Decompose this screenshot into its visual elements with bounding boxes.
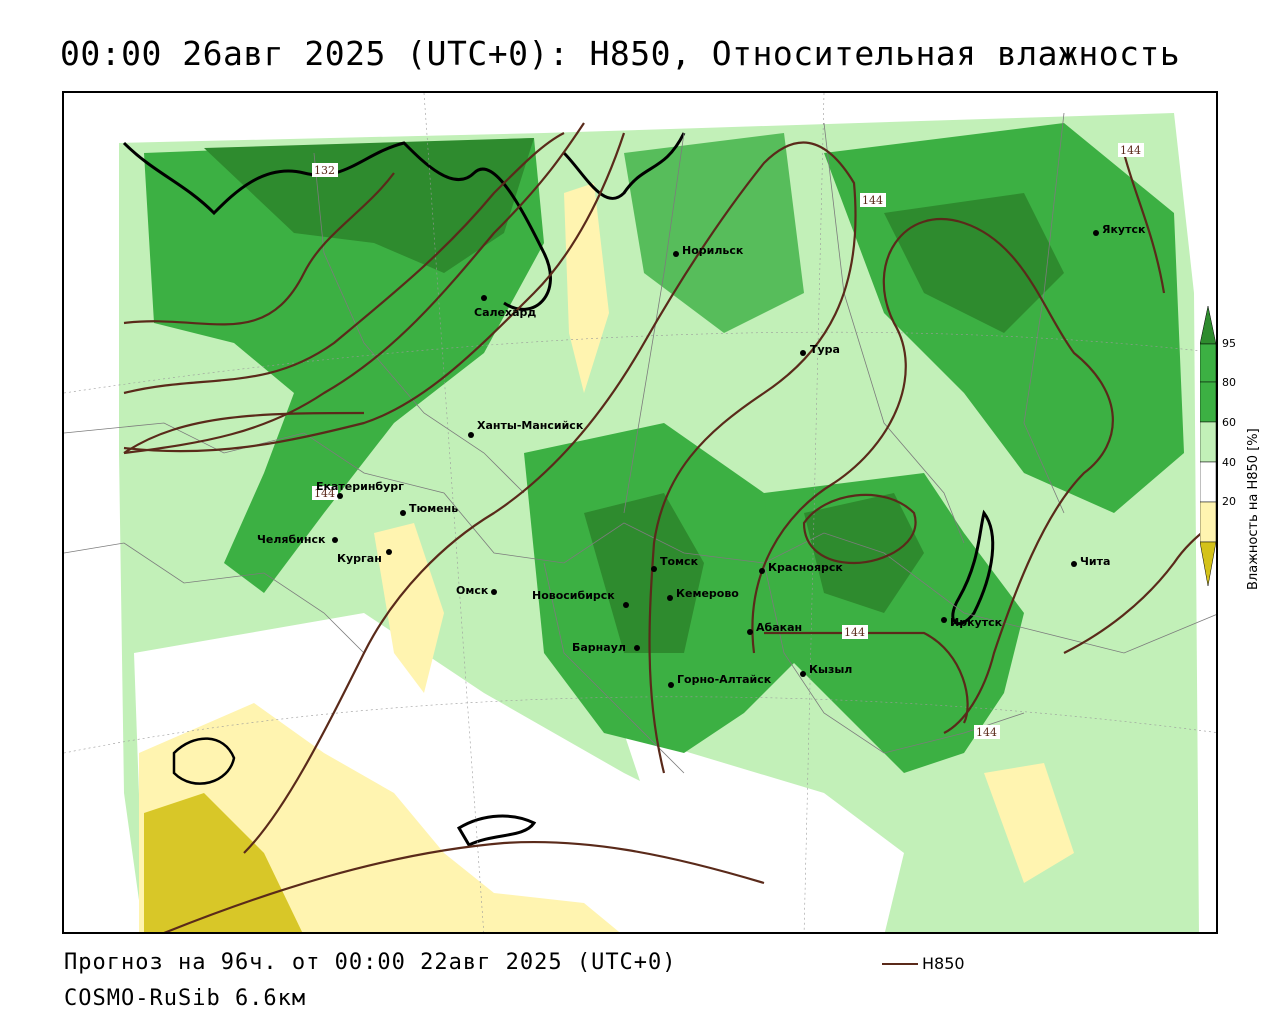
city-tura: Тура: [800, 343, 840, 356]
lake-balkhash: [456, 814, 537, 847]
model-name: COSMO-RuSib 6.6км: [64, 986, 307, 1011]
svg-text:Новосибирск: Новосибирск: [532, 589, 615, 602]
svg-text:Курган: Курган: [337, 552, 382, 565]
city-abakan: Абакан: [747, 621, 802, 635]
city-kyzyl: Кызыл: [800, 663, 852, 677]
humid-area-n-center: [624, 133, 804, 333]
contour-labels: 132 144 144 144 144 144: [312, 143, 1144, 739]
h850-contours: [123, 122, 1216, 932]
svg-text:Кызыл: Кызыл: [809, 663, 852, 676]
svg-text:Томск: Томск: [660, 555, 699, 568]
lake-sw: [172, 737, 236, 785]
humid-core-central: [584, 493, 704, 653]
svg-text:Салехард: Салехард: [474, 306, 536, 319]
region-borders: [64, 112, 1216, 774]
humid-core-ne: [884, 193, 1064, 333]
dry-strip: [564, 183, 609, 393]
humid-core-east: [804, 493, 924, 613]
line-legend: H850: [882, 954, 965, 973]
forecast-info: Прогноз на 96ч. от 00:00 22авг 2025 (UTC…: [64, 950, 677, 975]
city-chita: Чита: [1071, 555, 1110, 568]
colorbar-tick: 95: [1222, 337, 1236, 350]
svg-text:Красноярск: Красноярск: [768, 561, 843, 574]
svg-text:Горно-Алтайск: Горно-Алтайск: [677, 673, 772, 686]
contour-swatch: [882, 962, 918, 965]
contour-label: 144: [976, 726, 997, 739]
city-krasnoyarsk: Красноярск: [759, 561, 843, 574]
arctic-coastline: [122, 132, 686, 311]
city-yekaterinburg: Екатеринбург: [316, 480, 404, 499]
contour-label: 144: [1120, 144, 1141, 157]
line-legend-label: H850: [922, 954, 965, 973]
city-yakutsk: Якутск: [1093, 223, 1146, 236]
humidity-colorbar: [1200, 306, 1217, 587]
weather-map: 132 144 144 144 144 144 Норильск Якутск …: [62, 91, 1218, 934]
svg-text:Ханты-Мансийск: Ханты-Мансийск: [477, 419, 584, 432]
city-markers: Норильск Якутск Салехард Тура Ханты-Манс…: [257, 223, 1146, 688]
svg-text:Иркутск: Иркутск: [950, 616, 1003, 629]
map-canvas: 132 144 144 144 144 144 Норильск Якутск …: [64, 93, 1216, 932]
svg-text:Тюмень: Тюмень: [409, 502, 458, 515]
colorbar-arrow-bottom: [1200, 541, 1217, 587]
graticule: [64, 93, 1216, 932]
lake-baikal: [951, 509, 995, 626]
contour-label: 144: [862, 194, 883, 207]
svg-text:Тура: Тура: [810, 343, 840, 356]
city-gorno-altaysk: Горно-Алтайск: [668, 673, 772, 688]
svg-text:Якутск: Якутск: [1102, 223, 1146, 236]
map-title: 00:00 26авг 2025 (UTC+0): H850, Относите…: [60, 34, 1181, 73]
svg-text:Норильск: Норильск: [682, 244, 744, 257]
city-novosibirsk: Новосибирск: [532, 589, 629, 608]
contour-label: 144: [314, 487, 335, 500]
colorbar-arrow-top: [1200, 306, 1217, 345]
city-irkutsk: Иркутск: [941, 616, 1003, 629]
contour-label: 144: [844, 626, 865, 639]
city-khanty-mansiysk: Ханты-Мансийск: [468, 419, 584, 438]
colorbar-tick: 20: [1222, 495, 1236, 508]
svg-text:Омск: Омск: [456, 584, 489, 597]
city-tyumen: Тюмень: [400, 502, 458, 516]
colorbar-tick: 60: [1222, 416, 1236, 429]
city-omsk: Омск: [456, 584, 497, 597]
colorbar-tick: 80: [1222, 376, 1236, 389]
colorbar-tick: 40: [1222, 456, 1236, 469]
city-kemerovo: Кемерово: [667, 587, 739, 601]
svg-text:Абакан: Абакан: [756, 621, 802, 634]
city-salekhard: Салехард: [474, 295, 536, 319]
svg-text:Кемерово: Кемерово: [676, 587, 739, 600]
city-tomsk: Томск: [651, 555, 699, 572]
dry-patch-se: [984, 763, 1074, 883]
city-chelyabinsk: Челябинск: [257, 533, 338, 546]
contour-label: 132: [314, 164, 335, 177]
city-barnaul: Барнаул: [572, 641, 640, 654]
svg-text:Чита: Чита: [1080, 555, 1110, 568]
city-norilsk: Норильск: [673, 244, 744, 257]
colorbar-title: Влажность на H850 [%]: [1246, 428, 1261, 590]
svg-text:Челябинск: Челябинск: [257, 533, 326, 546]
svg-text:Екатеринбург: Екатеринбург: [316, 480, 404, 493]
white-patch-s: [624, 733, 904, 932]
city-kurgan: Курган: [337, 549, 392, 565]
svg-text:Барнаул: Барнаул: [572, 641, 626, 654]
